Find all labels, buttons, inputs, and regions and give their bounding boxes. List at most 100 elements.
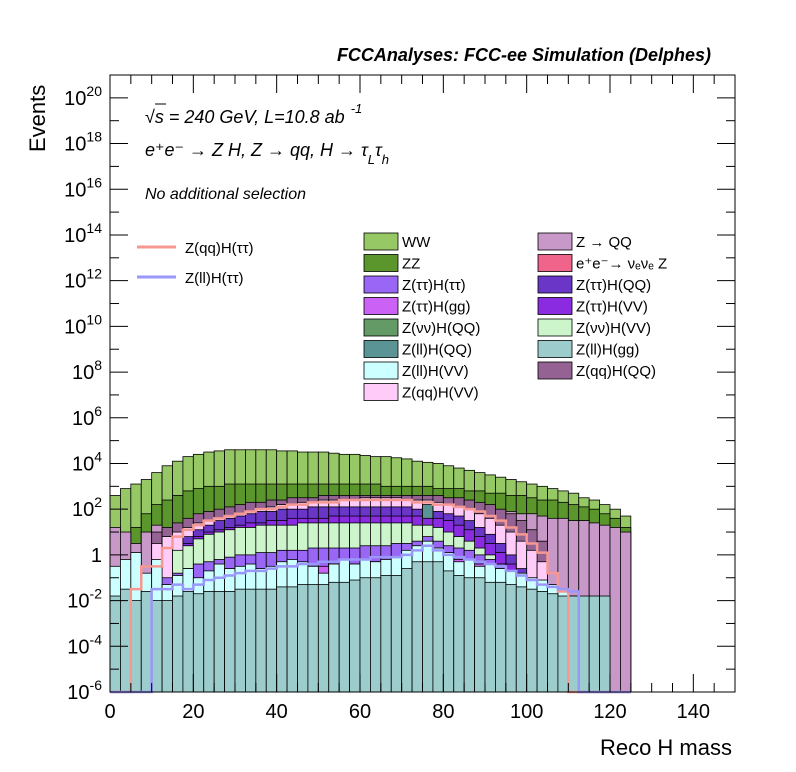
- bar: [588, 595, 600, 693]
- bar: [620, 531, 632, 693]
- svg-text:104: 104: [72, 448, 102, 475]
- bar: [453, 575, 465, 693]
- y-tick-label: 10-4: [67, 631, 102, 658]
- bar: [224, 591, 236, 693]
- bar: [484, 581, 496, 693]
- svg-text:1014: 1014: [64, 220, 102, 247]
- bar: [120, 588, 132, 693]
- svg-text:Z → QQ: Z → QQ: [576, 234, 632, 251]
- bar: [495, 581, 507, 693]
- svg-text:102: 102: [72, 494, 102, 521]
- bar: [161, 600, 173, 693]
- bar: [203, 591, 215, 693]
- svg-text:Z(ll)H(VV): Z(ll)H(VV): [402, 363, 469, 380]
- y-tick-label: 1: [91, 545, 102, 567]
- y-tick-label: 108: [72, 357, 102, 384]
- legend-entry: Z(qq)H(VV): [363, 383, 479, 402]
- svg-text:1: 1: [91, 545, 102, 567]
- y-tick-label: 1012: [64, 266, 102, 293]
- bar: [172, 595, 184, 693]
- bar: [401, 568, 413, 693]
- y-tick-label: 106: [72, 403, 102, 430]
- axes: 0 20 40 60 80 100 120 140 10-6 10-4 10-2 1 102 104 106…: [64, 74, 736, 723]
- bar: [130, 600, 142, 693]
- legend-entry: Z → QQ: [537, 232, 632, 251]
- svg-text:Z(ll)H(gg): Z(ll)H(gg): [576, 342, 639, 359]
- y-tick-label: 10-6: [67, 677, 102, 704]
- bar: [182, 591, 194, 693]
- legend-entry: WW: [363, 232, 431, 251]
- y-tick-label: 1010: [64, 311, 102, 338]
- legend-entry: Z(ττ)H(QQ): [537, 275, 651, 294]
- legend-entry: Z(νν)H(QQ): [363, 318, 480, 337]
- annotation-selection: No additional selection: [145, 186, 306, 203]
- svg-text:Z(ll)H(QQ): Z(ll)H(QQ): [402, 342, 472, 359]
- bar: [578, 595, 590, 693]
- bar: [234, 588, 246, 693]
- bar: [547, 593, 559, 693]
- bar: [255, 588, 267, 693]
- bar: [213, 591, 225, 693]
- svg-text:1018: 1018: [64, 129, 102, 156]
- bar: [557, 595, 569, 693]
- bar: [411, 561, 423, 693]
- signal-line-z-qq-h-: [110, 498, 631, 694]
- bar: [422, 561, 434, 693]
- svg-text:ZZ: ZZ: [402, 256, 420, 273]
- bar: [349, 579, 361, 693]
- y-tick-label: 1020: [64, 83, 102, 110]
- x-tick-label: 140: [677, 701, 710, 723]
- svg-text:1016: 1016: [64, 174, 102, 201]
- legend-entry: Z(ττ)H(gg): [363, 297, 471, 316]
- svg-text:1010: 1010: [64, 311, 102, 338]
- bar: [245, 588, 257, 693]
- svg-text:106: 106: [72, 403, 102, 430]
- x-axis-label: Reco H mass: [600, 735, 732, 760]
- svg-text:Z(qq)H(QQ): Z(qq)H(QQ): [576, 363, 656, 380]
- bar: [380, 575, 392, 693]
- bar: [599, 595, 611, 693]
- svg-text:Z(ττ)H(QQ): Z(ττ)H(QQ): [576, 277, 651, 294]
- bar: [515, 586, 528, 693]
- svg-text:WW: WW: [402, 234, 431, 251]
- bar: [609, 527, 621, 693]
- bar: [390, 575, 403, 693]
- legend-entry: Z(νν)H(VV): [537, 318, 651, 337]
- signal-line-z-ll-h-: [110, 544, 631, 694]
- bar: [140, 591, 153, 693]
- legend-entry-signal: Z(qq)H(ττ): [137, 240, 254, 257]
- x-tick-label: 60: [349, 701, 371, 723]
- bar: [276, 586, 288, 693]
- bar: [526, 588, 538, 693]
- y-tick-label: 1016: [64, 174, 102, 201]
- bar: [109, 595, 121, 693]
- bar: [505, 584, 517, 693]
- bar: [286, 586, 298, 693]
- legend: Z(qq)H(ττ) Z(ll)H(ττ) WW Z → QQ ZZ e⁺e⁻→ νₑνₑ…: [137, 232, 667, 402]
- svg-text:e⁺e⁻→ νₑνₑ Z: e⁺e⁻→ νₑνₑ Z: [576, 256, 667, 273]
- legend-entry-signal: Z(ll)H(ττ): [137, 270, 244, 287]
- y-axis-label: Events: [25, 85, 50, 152]
- svg-text:Z(ττ)H(ττ): Z(ττ)H(ττ): [402, 277, 466, 294]
- svg-text:Z(ττ)H(gg): Z(ττ)H(gg): [402, 299, 471, 316]
- legend-entry: ZZ: [363, 254, 420, 273]
- bar: [463, 577, 475, 693]
- bar: [328, 581, 340, 693]
- y-tick-label: 1018: [64, 129, 102, 156]
- legend-entry: Z(ττ)H(VV): [537, 297, 648, 316]
- bar: [359, 577, 371, 693]
- annotation-process: e⁺e⁻ → Z H, Z → qq, H → τLτh: [145, 140, 389, 167]
- bar: [338, 581, 350, 693]
- svg-text:10-2: 10-2: [67, 586, 102, 613]
- series-z-ll-h-gg-: [109, 561, 611, 693]
- y-tick-label: 104: [72, 448, 102, 475]
- annotations: √s = 240 GeV, L=10.8 ab -1 e⁺e⁻ → Z H, Z →…: [145, 101, 389, 203]
- svg-text:Z(qq)H(VV): Z(qq)H(VV): [402, 385, 479, 402]
- legend-entry: Z(ll)H(gg): [537, 340, 639, 359]
- bar: [442, 570, 455, 693]
- svg-text:Z(qq)H(ττ): Z(qq)H(ττ): [185, 240, 254, 257]
- svg-text:Z(νν)H(VV): Z(νν)H(VV): [576, 320, 651, 337]
- x-tick-label: 100: [510, 701, 543, 723]
- bar: [317, 584, 330, 693]
